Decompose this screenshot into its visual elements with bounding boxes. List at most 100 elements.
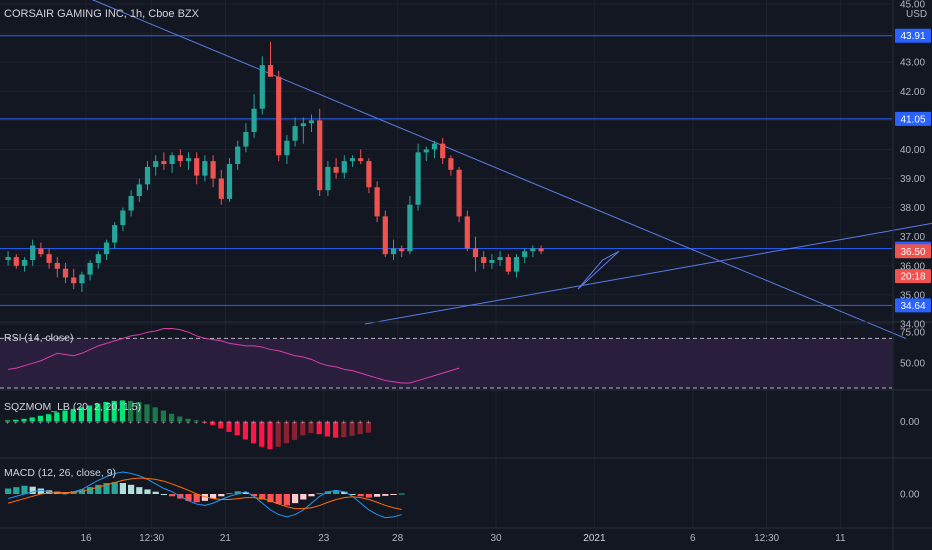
sqzmom-bar[interactable]: [259, 421, 265, 447]
macd-histogram-bar[interactable]: [95, 484, 102, 494]
sqzmom-bar[interactable]: [251, 421, 257, 444]
sqzmom-bar[interactable]: [324, 421, 330, 437]
sqzmom-bar[interactable]: [62, 410, 68, 422]
candle-body[interactable]: [292, 126, 298, 141]
candle-body[interactable]: [79, 274, 85, 284]
candle-body[interactable]: [62, 268, 69, 278]
sqzmom-bar[interactable]: [292, 421, 298, 440]
candle-body[interactable]: [5, 257, 11, 260]
candle-body[interactable]: [267, 65, 274, 77]
sqzmom-bar[interactable]: [218, 421, 224, 429]
candle-body[interactable]: [415, 152, 421, 205]
candle-body[interactable]: [505, 257, 511, 272]
sqzmom-bar[interactable]: [365, 421, 371, 433]
sqzmom-bar[interactable]: [283, 421, 289, 444]
candle-body[interactable]: [407, 204, 413, 252]
candle-body[interactable]: [284, 140, 290, 156]
sqzmom-bar[interactable]: [357, 421, 363, 435]
macd-histogram-bar[interactable]: [144, 489, 151, 494]
sqzmom-bar[interactable]: [177, 416, 183, 422]
sqzmom-bar[interactable]: [242, 421, 248, 440]
candle-body[interactable]: [382, 216, 388, 255]
macd-histogram-bar[interactable]: [234, 491, 241, 494]
triangle-drawing[interactable]: [577, 250, 620, 290]
macd-histogram-bar[interactable]: [267, 494, 274, 503]
candle-body[interactable]: [161, 161, 167, 164]
macd-histogram-bar[interactable]: [103, 483, 110, 494]
trendline[interactable]: [364, 199, 932, 325]
macd-histogram-bar[interactable]: [185, 494, 192, 501]
candle-body[interactable]: [112, 225, 118, 243]
macd-histogram-bar[interactable]: [226, 493, 233, 495]
macd-histogram-bar[interactable]: [128, 484, 135, 494]
sqzmom-bar[interactable]: [144, 404, 150, 422]
sqzmom-bar[interactable]: [37, 415, 43, 422]
candle-body[interactable]: [54, 262, 60, 269]
candle-body[interactable]: [185, 158, 192, 162]
macd-histogram-bar[interactable]: [152, 491, 159, 494]
candle-body[interactable]: [120, 210, 126, 226]
macd-histogram-bar[interactable]: [316, 493, 323, 495]
macd-histogram-bar[interactable]: [218, 494, 225, 497]
candle-body[interactable]: [358, 158, 364, 162]
candle-body[interactable]: [177, 155, 183, 162]
sqzmom-bar[interactable]: [275, 421, 281, 447]
candle-body[interactable]: [38, 248, 44, 255]
macd-histogram-bar[interactable]: [308, 494, 315, 497]
macd-histogram-bar[interactable]: [333, 490, 340, 494]
macd-histogram-bar[interactable]: [37, 488, 44, 494]
candle-body[interactable]: [464, 216, 470, 249]
candle-body[interactable]: [13, 257, 19, 266]
sqzmom-bar[interactable]: [210, 421, 216, 425]
macd-histogram-bar[interactable]: [300, 494, 307, 500]
rsi-pane[interactable]: [0, 327, 892, 389]
macd-histogram-bar[interactable]: [210, 494, 217, 499]
sqzmom-bar[interactable]: [185, 418, 191, 422]
macd-histogram-bar[interactable]: [275, 494, 282, 505]
macd-histogram-bar[interactable]: [365, 494, 372, 498]
macd-histogram-bar[interactable]: [29, 486, 36, 494]
candle-body[interactable]: [448, 158, 454, 170]
candle-body[interactable]: [489, 260, 495, 263]
candle-body[interactable]: [530, 248, 536, 252]
candle-body[interactable]: [210, 161, 216, 179]
sqzmom-bar[interactable]: [70, 408, 76, 422]
macd-histogram-bar[interactable]: [341, 491, 348, 494]
macd-histogram-bar[interactable]: [87, 487, 94, 494]
sqzmom-bar[interactable]: [333, 421, 339, 438]
candle-body[interactable]: [456, 169, 462, 217]
candle-body[interactable]: [144, 166, 151, 185]
sqzmom-bar[interactable]: [349, 421, 355, 436]
candle-body[interactable]: [243, 132, 249, 147]
price-pane[interactable]: [0, 0, 932, 340]
macd-histogram-bar[interactable]: [193, 494, 200, 503]
candle-body[interactable]: [300, 123, 306, 127]
sqzmom-bar[interactable]: [95, 403, 101, 422]
candle-body[interactable]: [522, 251, 528, 258]
macd-histogram-bar[interactable]: [283, 494, 290, 506]
candle-body[interactable]: [276, 76, 282, 156]
sqzmom-bar[interactable]: [152, 407, 158, 422]
candle-body[interactable]: [21, 260, 28, 266]
sqzmom-bar[interactable]: [201, 421, 207, 423]
sqzmom-bar[interactable]: [234, 421, 240, 436]
macd-histogram-bar[interactable]: [390, 494, 397, 495]
candle-body[interactable]: [71, 277, 77, 284]
sqzmom-bar[interactable]: [87, 405, 93, 422]
macd-histogram-bar[interactable]: [374, 494, 381, 497]
macd-pane[interactable]: [5, 471, 405, 519]
macd-histogram-bar[interactable]: [242, 492, 249, 494]
sqzmom-bar[interactable]: [267, 421, 273, 450]
candle-body[interactable]: [95, 254, 101, 263]
sqzmom-bar[interactable]: [341, 421, 347, 438]
sqzmom-bar[interactable]: [103, 402, 109, 422]
candle-body[interactable]: [226, 164, 233, 199]
macd-histogram-bar[interactable]: [259, 494, 266, 500]
squeeze-momentum-pane[interactable]: + + + + + + + + + + + + + + + + + + + + + + + + + + + + + + + + + + + + + + + +…: [5, 400, 371, 450]
candle-body[interactable]: [30, 245, 36, 260]
sqzmom-bar[interactable]: [308, 421, 314, 434]
macd-histogram-bar[interactable]: [21, 485, 28, 494]
candle-body[interactable]: [497, 257, 503, 260]
sqzmom-bar[interactable]: [300, 421, 306, 436]
macd-histogram-bar[interactable]: [292, 494, 299, 504]
